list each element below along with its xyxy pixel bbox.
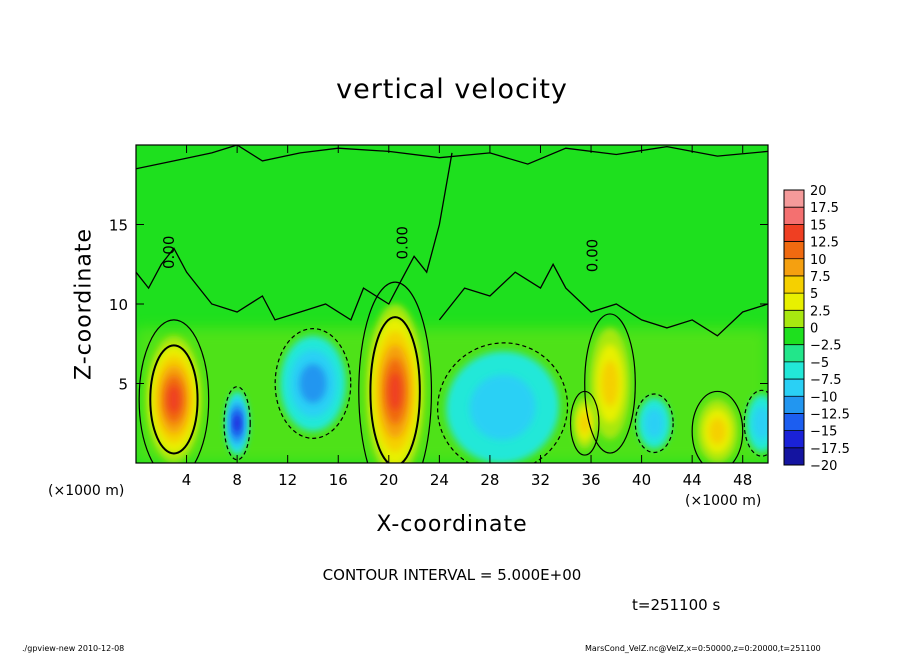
colorbar-swatch	[784, 447, 804, 466]
field-updraft-5	[589, 327, 631, 440]
x-axis-label: X-coordinate	[376, 512, 528, 537]
x-tick-label: 20	[379, 471, 398, 489]
contour-ring-9-0	[743, 389, 768, 457]
colorbar-swatch	[784, 207, 804, 225]
x-unit-label-right: (×1000 m)	[685, 493, 762, 509]
colorbar-label: 0	[810, 322, 818, 337]
contour-ring-7-0	[634, 393, 674, 454]
time-label: t=251100 s	[632, 596, 721, 614]
field-downdraft-1	[225, 391, 249, 456]
colorbar-swatch	[784, 396, 804, 414]
contour-ring-2-0	[274, 328, 352, 439]
field-updraft-3	[366, 304, 425, 463]
colorbar-swatch	[784, 190, 804, 208]
y-tick-label: 5	[118, 376, 128, 394]
contour-ring-5-0	[584, 313, 636, 454]
contour-ring-3-0	[358, 281, 433, 463]
colorbar-swatch	[784, 293, 804, 311]
x-tick-label: 48	[733, 471, 752, 489]
contour-ring-0-0	[138, 319, 210, 463]
colorbar-label: −20	[810, 459, 837, 474]
colorbar-label: 5	[810, 287, 818, 302]
colorbar-swatch	[784, 310, 804, 328]
x-tick-label: 12	[278, 471, 297, 489]
colorbar-label: 10	[810, 253, 827, 268]
contour-value-label: 0.00	[583, 239, 601, 272]
colorbar-label: −10	[810, 390, 837, 405]
field-updraft-6	[573, 397, 597, 449]
x-ticks: 4 8 12 16 20 24 28 32 36 40 44 48	[182, 145, 752, 489]
field-downdraft-2	[280, 335, 346, 432]
colorbar-swatch	[784, 379, 804, 397]
colorbar-label: 15	[810, 218, 827, 233]
contour-value-label: 0.00	[394, 226, 412, 259]
x-tick-label: 24	[430, 471, 449, 489]
zero-contour-2	[438, 262, 768, 337]
chart-title: vertical velocity	[336, 74, 568, 105]
colorbar-label: 12.5	[810, 236, 839, 251]
colorbar-label: −12.5	[810, 407, 850, 422]
x-tick-label: 28	[480, 471, 499, 489]
x-tick-label: 16	[329, 471, 348, 489]
colorbar-label: −5	[810, 356, 829, 371]
contour-interval-label: CONTOUR INTERVAL = 5.000E+00	[322, 566, 582, 584]
colorbar-swatch	[784, 241, 804, 260]
colorbar-label: −7.5	[810, 373, 842, 388]
field-updraft-8	[697, 399, 738, 463]
x-unit-label-left: (×1000 m)	[48, 483, 125, 499]
colorbar-label: 17.5	[810, 201, 839, 216]
field-updraft-0	[146, 335, 202, 463]
contour-ring-6-0	[569, 390, 600, 456]
footer-right: MarsCond_VelZ.nc@VelZ,x=0:50000,z=0:2000…	[585, 644, 821, 653]
x-tick-label: 40	[632, 471, 651, 489]
colorbar-swatch	[784, 224, 804, 243]
colorbar-label: −15	[810, 425, 837, 440]
y-ticks: 5 10 15	[109, 217, 768, 394]
x-tick-label: 44	[683, 471, 702, 489]
colorbar-swatch	[784, 430, 804, 449]
footer-left: ./gpview-new 2010-12-08	[22, 644, 125, 653]
colorbar-swatch	[784, 361, 804, 380]
y-tick-label: 15	[109, 217, 128, 235]
y-tick-label: 10	[109, 296, 128, 314]
x-tick-label: 4	[182, 471, 192, 489]
field-downdraft-4	[446, 351, 560, 463]
colorbar-swatch	[784, 258, 804, 277]
contour-ring-4-0	[437, 342, 569, 463]
x-tick-label: 8	[232, 471, 242, 489]
contour-ring-3-1	[369, 316, 421, 463]
colorbar-label: −2.5	[810, 339, 842, 354]
colorbar-label: 7.5	[810, 270, 831, 285]
field-downdraft-7	[637, 397, 671, 449]
colorbar: 20 17.5 15 12.5 10 7.5 5 2.5 0 −2.5 −5 −7.5 −10 −12.5…	[783, 184, 850, 474]
colorbar-label: −17.5	[810, 442, 850, 457]
field-layer	[136, 304, 768, 463]
colorbar-label: 2.5	[810, 304, 831, 319]
contour-ring-0-1	[149, 344, 199, 455]
zero-contour-1	[136, 152, 453, 321]
contour-ring-1-0	[223, 386, 251, 461]
contour-ring-8-0	[691, 390, 744, 463]
colorbar-swatch	[784, 344, 804, 363]
colorbar-label: 20	[810, 184, 827, 199]
x-tick-label: 32	[531, 471, 550, 489]
x-tick-label: 36	[581, 471, 600, 489]
colorbar-swatch	[784, 327, 804, 346]
colorbar-swatch	[784, 275, 804, 294]
contour-layer: 0.00 0.00 0.00	[136, 145, 768, 463]
colorbar-swatch	[784, 413, 804, 432]
field-downdraft-9	[746, 394, 768, 452]
contour-value-label: 0.00	[160, 236, 178, 269]
